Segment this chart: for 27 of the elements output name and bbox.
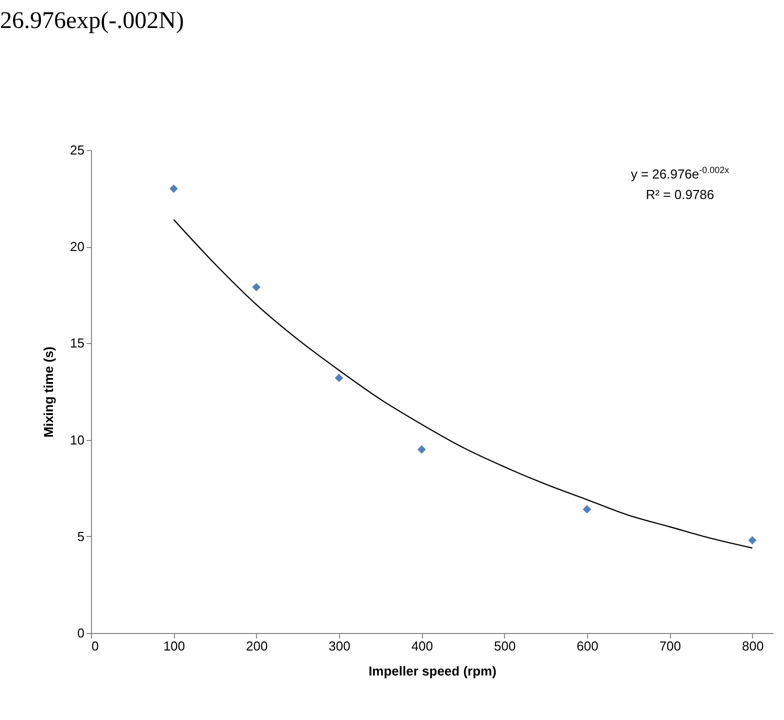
y-tick-label: 15 bbox=[70, 336, 84, 351]
point bbox=[748, 536, 757, 544]
x-tick-label: 800 bbox=[742, 638, 764, 654]
x-tick-label: 400 bbox=[411, 638, 434, 654]
x-tick-label: 100 bbox=[163, 638, 186, 654]
x-tick-label: 700 bbox=[659, 638, 682, 654]
y-tick-label: 0 bbox=[77, 626, 84, 640]
x-tick-label: 300 bbox=[328, 638, 350, 654]
line-series bbox=[173, 218, 753, 549]
y-tick-label: 5 bbox=[77, 528, 84, 544]
x-tick-label: 500 bbox=[494, 638, 516, 654]
x-axis-title: Impeller speed (rpm) bbox=[368, 664, 496, 678]
y-tick-label: 25 bbox=[70, 142, 84, 158]
y-axis-title: Mixing time (s) bbox=[41, 346, 56, 438]
text: 26.976exp(-.002N) bbox=[0, 8, 184, 35]
annotation: y = 26.976e$^{-0.002x}$ bbox=[630, 165, 730, 182]
point bbox=[169, 184, 178, 193]
point bbox=[252, 282, 261, 292]
point bbox=[334, 374, 344, 382]
point bbox=[417, 445, 426, 454]
x-tick-label: 200 bbox=[246, 638, 268, 654]
y-tick-label: 20 bbox=[70, 239, 84, 254]
point bbox=[582, 505, 592, 514]
x-tick-label: 0 bbox=[92, 638, 99, 654]
y-tick-label: 10 bbox=[70, 432, 84, 448]
x-tick-label: 600 bbox=[576, 638, 598, 654]
annotation: R² = 0.9786 bbox=[644, 187, 716, 202]
